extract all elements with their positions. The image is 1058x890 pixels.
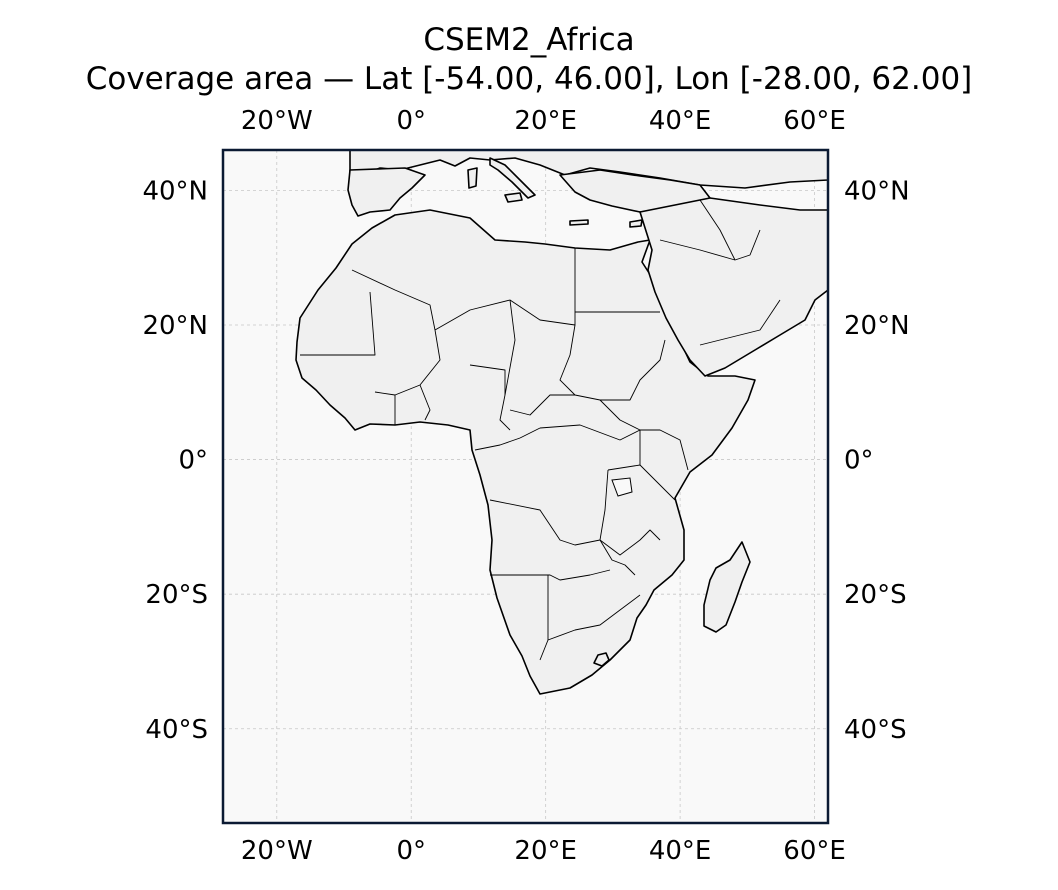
left-lat-tick-label: 40°S [145,715,208,745]
sardinia-island [467,167,478,189]
landmass [295,150,828,695]
madagascar-landmass [703,541,751,633]
right-lat-tick-label: 20°N [844,311,910,341]
right-lat-tick-label: 40°N [844,176,910,206]
left-lat-tick-label: 20°N [142,311,208,341]
map-title: CSEM2_Africa [423,22,635,58]
crete-island [569,219,589,226]
arabia-landmass [639,197,828,377]
bottom-lon-tick-label: 20°W [241,836,313,866]
axis-tick-labels: 20°W 20°W 0° 0° 20°E 20°E 40°E 40°E 60°E 60°E 40°N… [142,106,909,866]
bottom-lon-tick-label: 0° [396,836,426,866]
bottom-lon-tick-label: 20°E [514,836,577,866]
map-subtitle: Coverage area — Lat [-54.00, 46.00], Lon… [85,61,973,97]
sicily-island [504,192,523,203]
right-lat-tick-label: 40°S [844,715,907,745]
left-lat-tick-label: 40°N [142,176,208,206]
map-frame [221,148,830,825]
left-lat-tick-label: 20°S [145,580,208,610]
bottom-lon-tick-label: 60°E [783,836,846,866]
top-lon-tick-label: 20°W [241,106,313,136]
top-lon-tick-label: 40°E [649,106,712,136]
iberia-landmass [347,167,426,217]
right-lat-tick-label: 20°S [844,580,907,610]
country-borders [300,199,781,661]
top-lon-tick-label: 0° [396,106,426,136]
top-lon-tick-label: 20°E [514,106,577,136]
lesotho-landmass [593,652,610,667]
top-lon-tick-label: 60°E [783,106,846,136]
left-lat-tick-label: 0° [178,446,208,476]
italy-landmass [489,157,536,199]
bottom-lon-tick-label: 40°E [649,836,712,866]
right-lat-tick-label: 0° [844,446,874,476]
lake-victoria [611,477,633,497]
cyprus-island [629,219,643,228]
africa-landmass [295,209,756,695]
